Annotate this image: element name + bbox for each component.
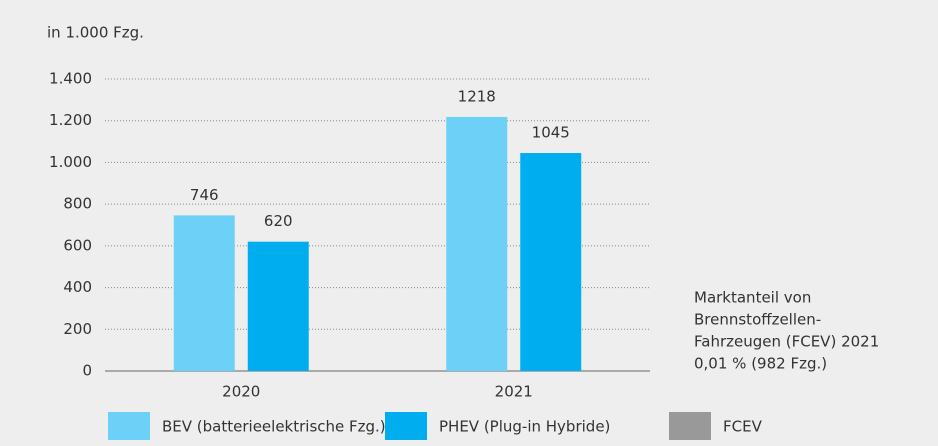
- annotation: 0,01 % (982 Fzg.): [694, 355, 827, 373]
- value-label: 1218: [458, 87, 496, 105]
- legend-swatch: [385, 412, 427, 440]
- bar: [520, 153, 582, 371]
- bar: [446, 116, 508, 372]
- legend-label: FCEV: [723, 418, 763, 436]
- y-tick-label: 800: [63, 195, 92, 213]
- bar: [173, 215, 235, 371]
- y-tick-label: 1.200: [49, 111, 92, 129]
- y-tick-label: 1.400: [49, 70, 92, 88]
- y-tick-label: 400: [63, 278, 92, 296]
- y-tick-label: 1.000: [49, 153, 92, 171]
- y-tick-label: 0: [82, 362, 92, 380]
- value-label: 746: [190, 186, 219, 204]
- annotation: Marktanteil von: [694, 289, 811, 307]
- y-tick-label: 600: [63, 236, 92, 254]
- value-label: 1045: [532, 124, 570, 142]
- y-tick-label: 200: [63, 320, 92, 338]
- annotation: Brennstoffzellen-: [694, 311, 821, 329]
- legend-swatch: [669, 412, 711, 440]
- legend-swatch: [108, 412, 150, 440]
- chart-subtitle: in 1.000 Fzg.: [47, 24, 144, 42]
- legend-label: BEV (batterieelektrische Fzg.): [162, 418, 386, 436]
- bar: [247, 241, 309, 371]
- annotation: Fahrzeugen (FCEV) 2021: [694, 333, 879, 351]
- legend-label: PHEV (Plug-in Hybride): [439, 418, 610, 436]
- x-tick-label: 2020: [222, 383, 260, 401]
- x-tick-label: 2021: [495, 383, 533, 401]
- value-label: 620: [264, 212, 293, 230]
